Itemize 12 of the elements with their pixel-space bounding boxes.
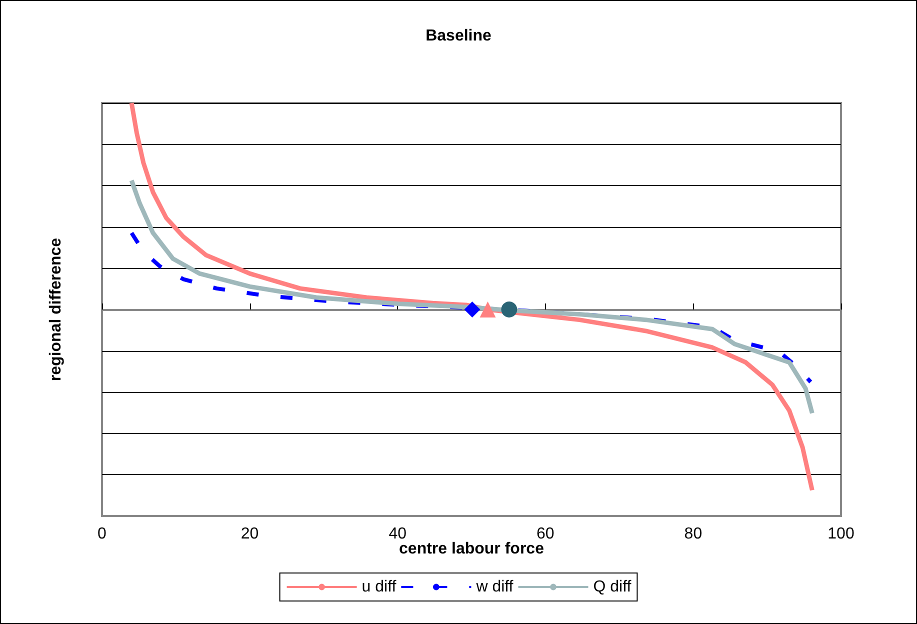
x-tick-label: 20 — [240, 526, 259, 542]
legend-label: w diff — [475, 578, 514, 596]
chart-title: Baseline — [426, 28, 492, 44]
x-tick-label: 0 — [98, 526, 107, 542]
y-axis-title: regional difference — [48, 238, 64, 382]
x-tick-label: 100 — [828, 526, 854, 542]
legend-label: u diff — [362, 578, 397, 596]
x-tick-label: 40 — [388, 526, 407, 542]
x-tick-label: 60 — [536, 526, 554, 542]
x-axis-title: centre labour force — [399, 540, 544, 558]
x-tick-label: 80 — [684, 526, 702, 542]
legend-label: Q diff — [593, 578, 632, 596]
